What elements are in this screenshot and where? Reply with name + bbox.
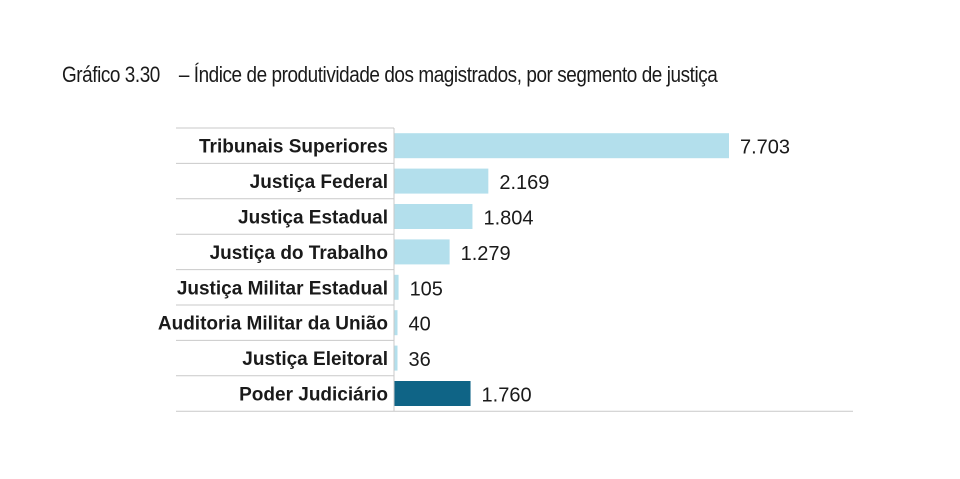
category-label-tribunais-superiores: Tribunais Superiores [199,137,388,158]
category-label-auditoria-militar-da-uniao: Auditoria Militar da União [158,314,388,335]
chart-title-text: – Índice de produtividade dos magistrado… [178,62,718,87]
chart-title-prefix: Gráfico 3.30 [62,62,160,87]
value-labels: 7.703 2.169 1.804 1.279 105 40 36 1.760 [409,137,791,407]
bar-auditoria-militar-da-uniao [394,310,398,336]
value-label-tribunais-superiores: 7.703 [740,137,790,159]
value-label-poder-judiciario: 1.760 [482,385,532,407]
bar-poder-judiciario [394,381,471,406]
bar-justica-federal [394,168,489,194]
category-label-justica-do-trabalho: Justiça do Trabalho [210,243,388,264]
chart-title: Gráfico 3.30 – Índice de produtividade do… [62,62,718,88]
value-label-justica-estadual: 1.804 [483,208,533,230]
bar-justica-militar-estadual [394,274,399,300]
category-label-justica-estadual: Justiça Estadual [238,208,388,229]
category-label-poder-judiciario: Poder Judiciário [239,385,388,406]
bar-justica-eleitoral [394,345,398,371]
value-label-auditoria-militar-da-uniao: 40 [409,314,431,336]
category-label-justica-eleitoral: Justiça Eleitoral [242,349,388,370]
category-label-justica-militar-estadual: Justiça Militar Estadual [177,278,388,299]
value-label-justica-militar-estadual: 105 [410,278,443,300]
bar-justica-do-trabalho [394,239,450,265]
value-label-justica-do-trabalho: 1.279 [461,243,511,265]
row-rules [176,127,853,412]
bar-justica-estadual [394,204,473,229]
category-labels: Tribunais Superiores Justiça Federal Justi… [158,137,388,406]
category-label-justica-federal: Justiça Federal [250,172,388,193]
value-label-justica-eleitoral: 36 [409,349,431,371]
bar-tribunais-superiores [394,133,729,159]
bars [394,133,729,406]
value-label-justica-federal: 2.169 [499,172,549,194]
